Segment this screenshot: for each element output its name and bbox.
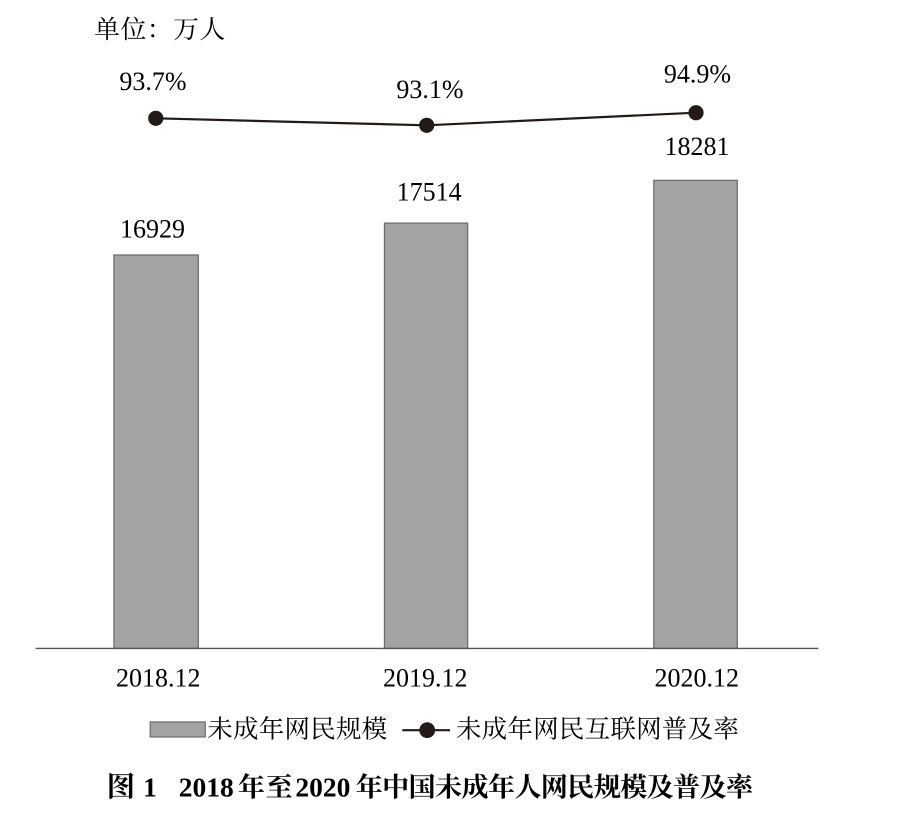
svg-text:93.7%: 93.7% bbox=[119, 67, 186, 96]
svg-text:18281: 18281 bbox=[665, 132, 730, 161]
svg-text:16929: 16929 bbox=[120, 215, 185, 244]
svg-text:93.1%: 93.1% bbox=[396, 75, 463, 104]
svg-text:2020: 2020 bbox=[295, 771, 350, 802]
svg-text:17514: 17514 bbox=[397, 177, 462, 206]
svg-text:2020.12: 2020.12 bbox=[654, 664, 739, 693]
svg-text:2019.12: 2019.12 bbox=[383, 664, 468, 693]
svg-text:1: 1 bbox=[143, 771, 157, 802]
svg-text:2018: 2018 bbox=[179, 771, 234, 802]
svg-text:94.9%: 94.9% bbox=[664, 60, 731, 89]
svg-text:2018.12: 2018.12 bbox=[116, 664, 201, 693]
